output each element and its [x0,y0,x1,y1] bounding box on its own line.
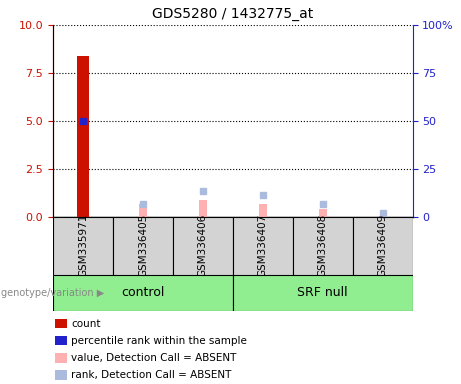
Text: SRF null: SRF null [297,286,348,299]
Text: GSM336407: GSM336407 [258,214,268,277]
Bar [353,217,413,275]
Text: GSM336405: GSM336405 [138,214,148,277]
Text: GSM336408: GSM336408 [318,214,328,277]
Text: count: count [71,318,101,329]
Text: control: control [121,286,165,299]
Bar [77,56,89,217]
Bar [293,217,353,275]
Bar [199,200,207,217]
Text: GSM335971: GSM335971 [78,214,88,278]
Bar [173,217,233,275]
Bar [319,209,326,217]
Bar [139,204,147,217]
Bar [53,217,113,275]
Text: rank, Detection Call = ABSENT: rank, Detection Call = ABSENT [71,370,232,381]
Bar [113,217,173,275]
Bar [53,275,233,311]
Text: GSM336409: GSM336409 [378,214,388,277]
Text: percentile rank within the sample: percentile rank within the sample [71,336,248,346]
Bar [259,204,266,217]
Bar [233,217,293,275]
Text: value, Detection Call = ABSENT: value, Detection Call = ABSENT [71,353,237,363]
Title: GDS5280 / 1432775_at: GDS5280 / 1432775_at [152,7,313,21]
Text: genotype/variation ▶: genotype/variation ▶ [1,288,104,298]
Bar [233,275,413,311]
Text: GSM336406: GSM336406 [198,214,208,277]
